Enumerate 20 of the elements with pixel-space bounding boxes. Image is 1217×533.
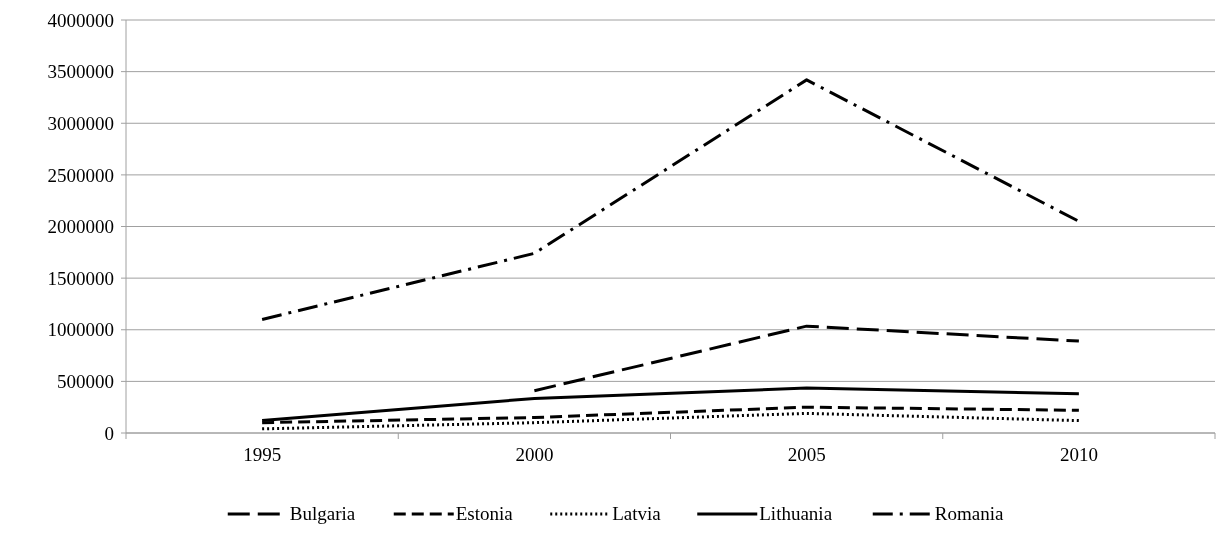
legend-label: Latvia: [612, 503, 662, 524]
y-tick-label: 1000000: [47, 319, 114, 341]
y-tick-label: 2500000: [47, 164, 114, 186]
legend-label: Romania: [934, 503, 1004, 524]
y-tick-label: 2000000: [47, 216, 114, 238]
x-tick-label: 2010: [1059, 444, 1098, 465]
y-tick-label: 500000: [57, 371, 114, 393]
y-tick-label: 3500000: [47, 61, 114, 83]
line-series: [260, 411, 1081, 431]
x-tick-label: 2000: [515, 444, 554, 465]
legend-label: Bulgaria: [289, 503, 356, 524]
y-tick-label: 1500000: [47, 267, 114, 289]
x-tick-label: 2005: [787, 444, 826, 465]
legend-label: Estonia: [455, 503, 514, 524]
y-tick-label: 4000000: [47, 9, 114, 31]
y-tick-label: 0: [104, 422, 114, 444]
legend-label: Lithuania: [759, 503, 833, 524]
y-tick-label: 3000000: [47, 112, 114, 134]
x-tick-label: 1995: [243, 444, 282, 465]
line-series: [260, 78, 1081, 321]
